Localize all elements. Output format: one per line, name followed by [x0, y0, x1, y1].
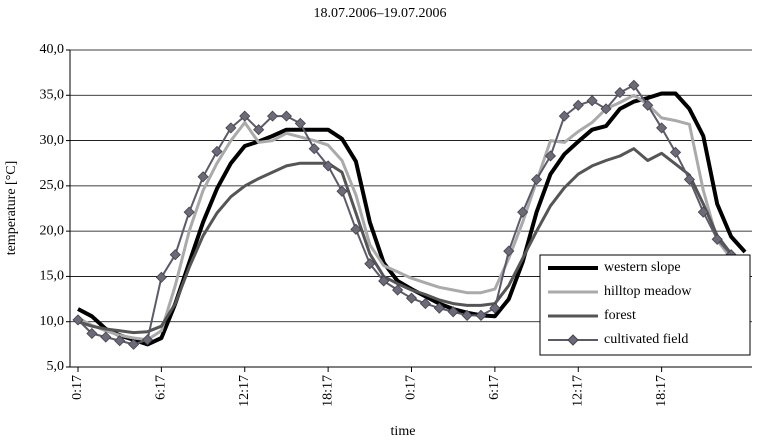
x-axis-label: time — [391, 424, 416, 439]
data-point — [197, 171, 209, 183]
data-point — [322, 160, 334, 172]
data-point — [628, 79, 640, 91]
legend-label: hilltop meadow — [604, 284, 692, 299]
y-tick-label: 15,0 — [40, 269, 65, 284]
data-point — [378, 275, 390, 287]
data-point — [308, 143, 320, 155]
data-point — [100, 331, 112, 343]
y-tick-label: 10,0 — [40, 314, 65, 329]
data-point — [211, 145, 223, 158]
y-tick-label: 20,0 — [40, 223, 65, 238]
data-point — [419, 298, 431, 310]
data-point — [669, 146, 682, 158]
data-point — [711, 233, 723, 245]
legend-label: western slope — [604, 260, 681, 275]
chart-title: 18.07.2006–19.07.2006 — [314, 6, 447, 21]
data-point — [128, 338, 140, 350]
data-point — [586, 95, 598, 107]
x-tick-label: 6:17 — [154, 375, 169, 400]
y-axis-label: temperature [°C] — [4, 161, 19, 256]
series-line — [77, 93, 746, 342]
data-point — [489, 302, 501, 314]
data-point — [683, 173, 695, 186]
data-point — [72, 314, 84, 326]
data-point — [114, 335, 126, 347]
data-point — [475, 309, 487, 321]
x-tick-label: 0:17 — [404, 375, 419, 400]
data-point — [266, 110, 279, 122]
data-point — [225, 122, 237, 134]
data-point — [169, 249, 181, 261]
data-point — [517, 206, 529, 218]
x-tick-label: 6:17 — [487, 375, 502, 400]
data-point — [600, 103, 612, 115]
series-line — [77, 147, 746, 335]
legend-label: cultivated field — [604, 332, 688, 347]
data-point — [364, 258, 376, 270]
legend: western slope hilltop meadow forest cultiva… — [539, 254, 751, 356]
data-point — [141, 334, 154, 346]
data-point — [447, 306, 459, 318]
data-point — [336, 185, 348, 197]
x-tick-label: 18:17 — [320, 375, 335, 407]
x-tick-label: 12:17 — [570, 375, 585, 407]
data-point — [86, 327, 98, 340]
y-tick-label: 30,0 — [40, 133, 65, 148]
data-point — [461, 309, 473, 321]
y-tick-label: 25,0 — [40, 178, 65, 193]
data-point — [294, 117, 306, 129]
data-point — [350, 223, 362, 235]
x-tick-label: 12:17 — [237, 375, 252, 407]
data-point — [183, 206, 195, 218]
y-tick-label: 35,0 — [40, 88, 65, 103]
data-point — [503, 245, 515, 257]
y-tick-label: 5,0 — [47, 359, 65, 374]
data-point — [155, 271, 167, 283]
data-point — [280, 110, 293, 122]
data-point — [642, 99, 654, 111]
data-point — [405, 292, 418, 304]
legend-marker — [567, 334, 579, 346]
x-tick-label: 0:17 — [70, 375, 85, 400]
y-tick-label: 40,0 — [40, 42, 65, 57]
x-tick-label: 18:17 — [654, 375, 669, 407]
data-point — [433, 302, 445, 314]
data-point — [697, 206, 709, 218]
data-point — [656, 122, 668, 134]
data-point — [572, 99, 584, 111]
data-point — [530, 173, 543, 186]
data-point — [239, 110, 251, 122]
legend-label: forest — [604, 308, 636, 323]
data-point — [558, 110, 570, 122]
data-point — [392, 284, 404, 296]
data-point — [544, 150, 557, 162]
data-point — [253, 124, 265, 136]
data-point — [614, 87, 626, 99]
